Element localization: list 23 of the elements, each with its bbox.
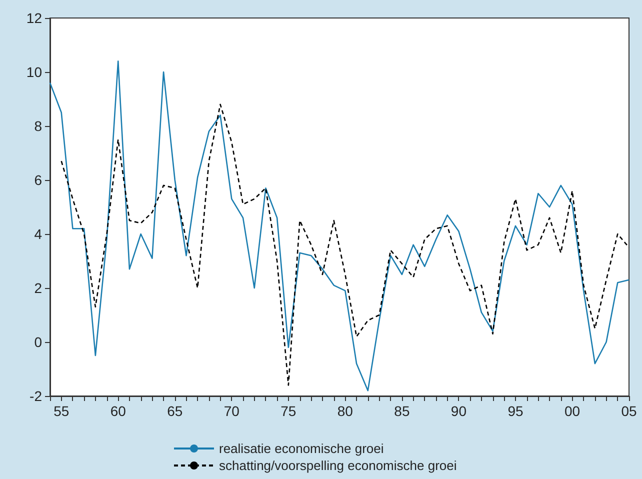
x-tick-label: 00 <box>564 403 580 419</box>
y-tick-label: 0 <box>34 334 42 350</box>
x-tick-label: 95 <box>508 403 524 419</box>
x-tick-label: 05 <box>621 403 637 419</box>
legend-label: realisatie economische groei <box>219 441 384 456</box>
x-tick-label: 55 <box>54 403 70 419</box>
y-tick-label: -2 <box>30 388 42 404</box>
x-tick-label: 80 <box>337 403 354 419</box>
y-tick-label: 8 <box>34 118 42 134</box>
x-tick-label: 75 <box>280 403 296 419</box>
y-tick-label: 10 <box>26 64 42 80</box>
legend-label: schatting/voorspelling economische groei <box>219 458 457 473</box>
x-tick-label: 90 <box>450 403 467 419</box>
y-tick-label: 2 <box>34 280 42 296</box>
y-tick-label: 6 <box>34 172 42 188</box>
x-tick-label: 70 <box>224 403 240 419</box>
line-series <box>49 60 630 392</box>
x-tick-label: 65 <box>167 403 183 419</box>
x-tick-label: 85 <box>394 403 410 419</box>
y-tick-label: 12 <box>26 10 42 26</box>
y-tick-label: 4 <box>34 226 42 242</box>
line-series <box>60 104 630 386</box>
x-tick-label: 60 <box>110 403 126 419</box>
